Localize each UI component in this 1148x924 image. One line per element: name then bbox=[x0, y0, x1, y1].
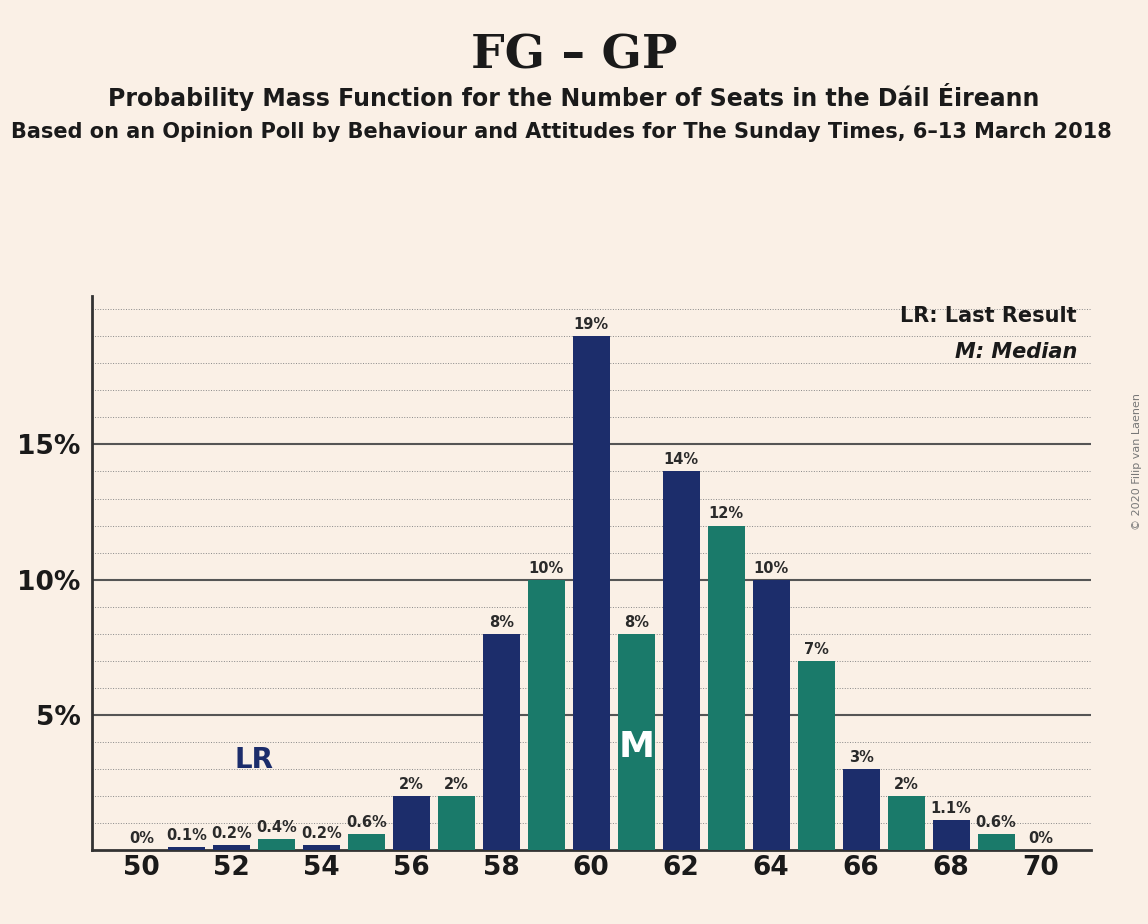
Text: 0.6%: 0.6% bbox=[346, 815, 387, 830]
Text: 0.1%: 0.1% bbox=[165, 828, 207, 844]
Text: 0.2%: 0.2% bbox=[211, 826, 251, 841]
Bar bbox=[348, 833, 385, 850]
Text: 0%: 0% bbox=[1029, 831, 1054, 846]
Text: 2%: 2% bbox=[444, 777, 468, 792]
Text: 10%: 10% bbox=[753, 561, 789, 576]
Bar bbox=[798, 661, 835, 850]
Bar bbox=[753, 579, 790, 850]
Text: LR: Last Result: LR: Last Result bbox=[900, 307, 1077, 326]
Text: M: M bbox=[619, 730, 654, 763]
Text: 2%: 2% bbox=[398, 777, 424, 792]
Text: 19%: 19% bbox=[574, 317, 608, 333]
Text: 2%: 2% bbox=[893, 777, 918, 792]
Bar bbox=[437, 796, 475, 850]
Bar bbox=[978, 833, 1015, 850]
Bar bbox=[168, 847, 204, 850]
Bar bbox=[887, 796, 924, 850]
Text: © 2020 Filip van Laenen: © 2020 Filip van Laenen bbox=[1132, 394, 1142, 530]
Bar bbox=[258, 839, 295, 850]
Text: 12%: 12% bbox=[708, 506, 744, 521]
Text: 0.2%: 0.2% bbox=[301, 826, 342, 841]
Text: 0.6%: 0.6% bbox=[976, 815, 1016, 830]
Bar bbox=[843, 769, 879, 850]
Text: 1.1%: 1.1% bbox=[931, 801, 971, 816]
Text: FG – GP: FG – GP bbox=[471, 32, 677, 79]
Bar bbox=[662, 471, 699, 850]
Text: 0%: 0% bbox=[129, 831, 154, 846]
Bar bbox=[483, 634, 520, 850]
Bar bbox=[932, 821, 970, 850]
Text: 8%: 8% bbox=[489, 614, 514, 629]
Bar bbox=[573, 336, 610, 850]
Text: 7%: 7% bbox=[804, 641, 829, 657]
Text: M: Median: M: Median bbox=[955, 342, 1077, 361]
Text: Based on an Opinion Poll by Behaviour and Attitudes for The Sunday Times, 6–13 M: Based on an Opinion Poll by Behaviour an… bbox=[11, 122, 1112, 142]
Bar bbox=[212, 845, 250, 850]
Text: 14%: 14% bbox=[664, 453, 699, 468]
Text: 0.4%: 0.4% bbox=[256, 821, 296, 835]
Bar bbox=[528, 579, 565, 850]
Text: LR: LR bbox=[234, 747, 273, 774]
Text: 3%: 3% bbox=[848, 750, 874, 765]
Bar bbox=[393, 796, 429, 850]
Bar bbox=[618, 634, 654, 850]
Bar bbox=[708, 526, 745, 850]
Text: Probability Mass Function for the Number of Seats in the Dáil Éireann: Probability Mass Function for the Number… bbox=[108, 83, 1040, 111]
Text: 10%: 10% bbox=[528, 561, 564, 576]
Bar bbox=[303, 845, 340, 850]
Text: 8%: 8% bbox=[623, 614, 649, 629]
